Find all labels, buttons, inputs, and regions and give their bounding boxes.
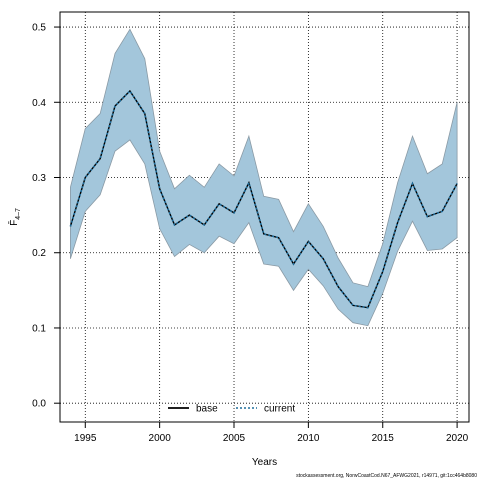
confidence-band <box>70 28 458 327</box>
y-axis-title-main: F̄ <box>7 220 20 226</box>
y-tick-label: 0.3 <box>32 173 46 184</box>
footer-attribution: stockassessment.org, NorwCoastCod.N67_AF… <box>296 473 477 479</box>
legend: base current <box>168 404 295 415</box>
series-line-base <box>69 89 458 309</box>
y-axis: 0.0 0.1 0.2 0.3 0.4 0.5 <box>32 23 60 410</box>
y-tick-label: 0.4 <box>32 98 46 109</box>
x-tick-label: 2005 <box>223 433 246 444</box>
x-axis-title: Years <box>252 457 277 468</box>
y-tick-label: 0.0 <box>32 399 46 410</box>
x-tick-label: 2000 <box>149 433 172 444</box>
svg-text:F̄4–7: F̄4–7 <box>7 208 22 226</box>
legend-label-current: current <box>264 404 295 415</box>
y-tick-label: 0.2 <box>32 248 46 259</box>
plot-frame <box>59 11 470 423</box>
x-tick-label: 1995 <box>74 433 97 444</box>
x-axis: 1995 2000 2005 2010 2015 2020 <box>74 422 469 444</box>
y-tick-label: 0.1 <box>32 323 46 334</box>
x-tick-label: 2015 <box>372 433 395 444</box>
y-tick-label: 0.5 <box>32 23 46 34</box>
y-axis-title: F̄4–7 <box>7 208 22 226</box>
legend-label-base: base <box>196 404 218 415</box>
y-axis-title-subscript: 4–7 <box>15 208 22 220</box>
x-tick-label: 2020 <box>446 433 469 444</box>
x-tick-label: 2010 <box>297 433 320 444</box>
